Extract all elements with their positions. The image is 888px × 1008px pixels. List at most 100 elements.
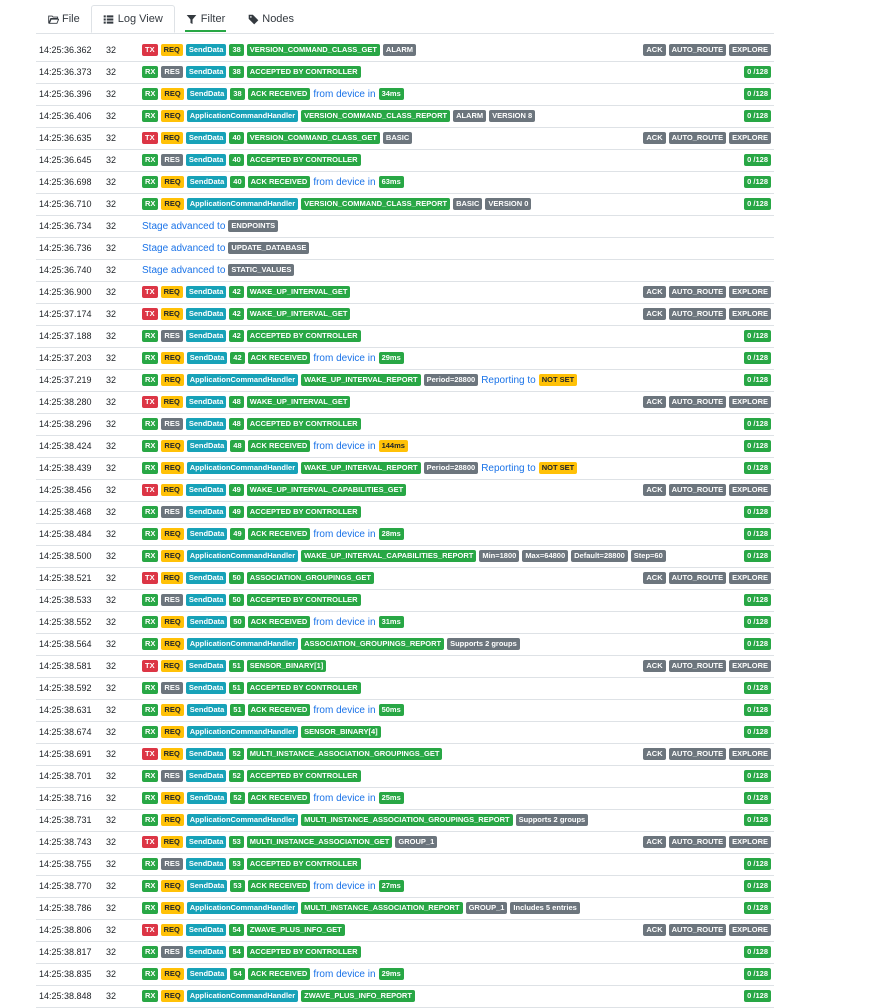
tab-file[interactable]: File [36, 5, 91, 33]
log-row[interactable]: 14:25:38.456 32 TX REQ SendData 49 WAKE_UP_INT… [36, 480, 774, 502]
log-message: Stage advanced to ENDPOINTS [142, 220, 281, 232]
log-row[interactable]: 14:25:38.564 32 RX REQ ApplicationCommandHan… [36, 634, 774, 656]
log-row[interactable]: 14:25:36.396 32 RX REQ SendData 38 ACK RECEIVE… [36, 84, 774, 106]
log-row[interactable]: 14:25:38.716 32 RX REQ SendData 52 ACK RECEIVE… [36, 788, 774, 810]
log-row[interactable]: 14:25:36.698 32 RX REQ SendData 40 ACK RECEIVE… [36, 172, 774, 194]
log-row[interactable]: 14:25:36.373 32 RX RES SendData 38 ACCEPTED BY… [36, 62, 774, 84]
log-node-id: 32 [106, 111, 117, 121]
transmit-option-badge: ACK [643, 396, 666, 408]
tab-log-view[interactable]: Log View [90, 5, 175, 33]
log-row[interactable]: 14:25:38.296 32 RX RES SendData 48 ACCEPTED BY… [36, 414, 774, 436]
log-row[interactable]: 14:25:38.691 32 TX REQ SendData 52 MULTI_INSTA… [36, 744, 774, 766]
retry-count-badge: 0 /128 [744, 792, 771, 804]
message-type-badge: RES [161, 858, 183, 870]
log-row[interactable]: 14:25:38.701 32 RX RES SendData 52 ACCEPTED BY… [36, 766, 774, 788]
log-row[interactable]: 14:25:36.635 32 TX REQ SendData 40 VERSION_COM… [36, 128, 774, 150]
callback-id-badge: 42 [229, 286, 244, 298]
direction-badge: RX [142, 814, 159, 826]
transmit-option-badge: AUTO_ROUTE [668, 660, 727, 672]
log-node-id: 32 [106, 265, 117, 275]
message-type-badge: REQ [161, 110, 184, 122]
log-row[interactable]: 14:25:38.533 32 RX RES SendData 50 ACCEPTED BY… [36, 590, 774, 612]
log-node-id: 32 [106, 353, 117, 363]
log-row[interactable]: 14:25:38.835 32 RX REQ SendData 54 ACK RECEIVE… [36, 964, 774, 986]
log-row[interactable]: 14:25:38.770 32 RX REQ SendData 53 ACK RECEIVE… [36, 876, 774, 898]
direction-badge: RX [142, 352, 159, 364]
log-row[interactable]: 14:25:38.806 32 TX REQ SendData 54 ZWAVE_PLUS_… [36, 920, 774, 942]
log-row[interactable]: 14:25:38.731 32 RX REQ ApplicationCommandHan… [36, 810, 774, 832]
command-badge: WAKE_UP_INTERVAL_GET [246, 396, 351, 408]
callback-id-badge: 54 [230, 968, 245, 980]
log-row[interactable]: 14:25:36.362 32 TX REQ SendData 38 VERSION_COM… [36, 40, 774, 62]
function-badge: SendData [186, 616, 228, 628]
command-badge: ACCEPTED BY CONTROLLER [246, 682, 361, 694]
log-row[interactable]: 14:25:38.424 32 RX REQ SendData 48 ACK RECEIVE… [36, 436, 774, 458]
log-row[interactable]: 14:25:38.484 32 RX REQ SendData 49 ACK RECEIVE… [36, 524, 774, 546]
log-row[interactable]: 14:25:36.710 32 RX REQ ApplicationCommandHan… [36, 194, 774, 216]
log-timestamp: 14:25:38.592 [39, 683, 92, 693]
log-timestamp: 14:25:37.188 [39, 331, 92, 341]
log-row[interactable]: 14:25:38.468 32 RX RES SendData 49 ACCEPTED BY… [36, 502, 774, 524]
retry-count-badge: 0 /128 [744, 440, 771, 452]
retry-count-badge: 0 /128 [744, 506, 771, 518]
retry-count-badge: 0 /128 [744, 154, 771, 166]
log-row[interactable]: 14:25:38.786 32 RX REQ ApplicationCommandHan… [36, 898, 774, 920]
callback-id-badge: 50 [229, 594, 244, 606]
direction-badge: RX [142, 198, 159, 210]
log-timestamp: 14:25:38.552 [39, 617, 92, 627]
log-row[interactable]: 14:25:37.203 32 RX REQ SendData 42 ACK RECEIVE… [36, 348, 774, 370]
log-row[interactable]: 14:25:38.500 32 RX REQ ApplicationCommandHan… [36, 546, 774, 568]
tab-nodes[interactable]: Nodes [236, 5, 305, 33]
log-row[interactable]: 14:25:36.900 32 TX REQ SendData 42 WAKE_UP_INT… [36, 282, 774, 304]
log-row[interactable]: 14:25:38.280 32 TX REQ SendData 48 WAKE_UP_INT… [36, 392, 774, 414]
log-row[interactable]: 14:25:38.521 32 TX REQ SendData 50 ASSOCIATION… [36, 568, 774, 590]
log-timestamp: 14:25:36.740 [39, 265, 92, 275]
log-row[interactable]: 14:25:36.736 32 Stage advanced to UPDATE_DA… [36, 238, 774, 260]
log-node-id: 32 [106, 815, 117, 825]
callback-id-badge: 51 [229, 660, 244, 672]
log-row[interactable]: 14:25:36.740 32 Stage advanced to STATIC_VA… [36, 260, 774, 282]
log-timestamp: 14:25:38.424 [39, 441, 92, 451]
response-time-badge: 50ms [378, 704, 404, 716]
log-status: 0 /128 [741, 88, 771, 100]
log-row[interactable]: 14:25:38.631 32 RX REQ SendData 51 ACK RECEIVE… [36, 700, 774, 722]
transmit-option-badge: AUTO_ROUTE [668, 836, 727, 848]
retry-count-badge: 0 /128 [744, 594, 771, 606]
log-row[interactable]: 14:25:38.592 32 RX RES SendData 51 ACCEPTED BY… [36, 678, 774, 700]
log-node-id: 32 [106, 287, 117, 297]
transmit-option-badge: ACK [643, 924, 666, 936]
log-status: 0 /128 [741, 902, 771, 914]
from-device-text: from device in [313, 968, 376, 980]
from-device-text: from device in [313, 528, 376, 540]
log-row[interactable]: 14:25:36.406 32 RX REQ ApplicationCommandHan… [36, 106, 774, 128]
log-row[interactable]: 14:25:38.817 32 RX RES SendData 54 ACCEPTED BY… [36, 942, 774, 964]
log-row[interactable]: 14:25:38.439 32 RX REQ ApplicationCommandHan… [36, 458, 774, 480]
command-badge: ACCEPTED BY CONTROLLER [246, 506, 361, 518]
message-type-badge: REQ [161, 616, 184, 628]
direction-badge: RX [142, 154, 159, 166]
command-badge: ACCEPTED BY CONTROLLER [246, 858, 361, 870]
log-message: Stage advanced to UPDATE_DATABASE [142, 242, 312, 254]
log-row[interactable]: 14:25:38.743 32 TX REQ SendData 53 MULTI_INSTA… [36, 832, 774, 854]
log-timestamp: 14:25:38.835 [39, 969, 92, 979]
retry-count-badge: 0 /128 [744, 814, 771, 826]
retry-count-badge: 0 /128 [744, 770, 771, 782]
command-badge: ACCEPTED BY CONTROLLER [246, 418, 361, 430]
log-row[interactable]: 14:25:37.219 32 RX REQ ApplicationCommandHan… [36, 370, 774, 392]
log-row[interactable]: 14:25:36.645 32 RX RES SendData 40 ACCEPTED BY… [36, 150, 774, 172]
log-message: RX REQ SendData 38 ACK RECEIVED from device i… [142, 88, 407, 100]
function-badge: SendData [186, 176, 228, 188]
retry-count-badge: 0 /128 [744, 726, 771, 738]
log-row[interactable]: 14:25:38.581 32 TX REQ SendData 51 SENSOR_BINA… [36, 656, 774, 678]
log-row[interactable]: 14:25:38.848 32 RX REQ ApplicationCommandHan… [36, 986, 774, 1008]
argument-badge: GROUP_1 [465, 902, 508, 914]
log-row[interactable]: 14:25:37.188 32 RX RES SendData 42 ACCEPTED BY… [36, 326, 774, 348]
log-row[interactable]: 14:25:38.552 32 RX REQ SendData 50 ACK RECEIVE… [36, 612, 774, 634]
log-row[interactable]: 14:25:38.755 32 RX RES SendData 53 ACCEPTED BY… [36, 854, 774, 876]
retry-count-badge: 0 /128 [744, 858, 771, 870]
log-row[interactable]: 14:25:36.734 32 Stage advanced to ENDPOINTS [36, 216, 774, 238]
callback-id-badge: 54 [229, 946, 244, 958]
tab-filter[interactable]: Filter [175, 5, 236, 33]
log-row[interactable]: 14:25:38.674 32 RX REQ ApplicationCommandHan… [36, 722, 774, 744]
log-row[interactable]: 14:25:37.174 32 TX REQ SendData 42 WAKE_UP_INT… [36, 304, 774, 326]
